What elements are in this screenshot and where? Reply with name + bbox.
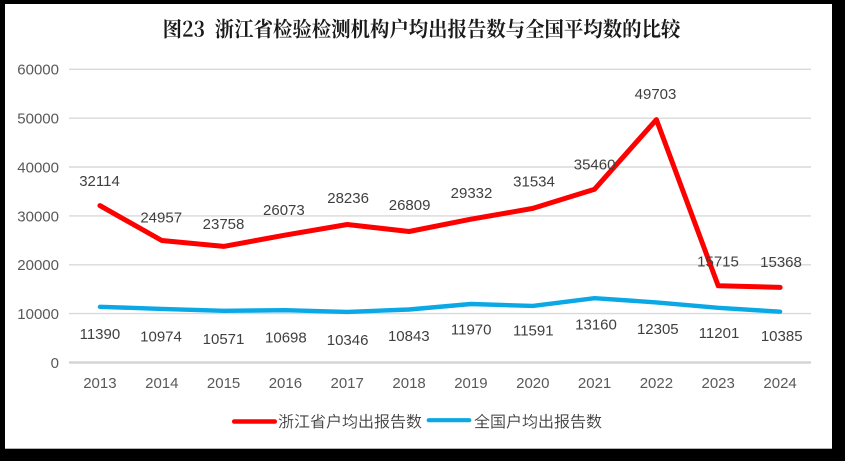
- svg-text:2024: 2024: [763, 375, 796, 392]
- svg-text:15368: 15368: [760, 254, 802, 271]
- svg-text:10385: 10385: [761, 328, 803, 345]
- svg-text:13160: 13160: [575, 317, 617, 334]
- svg-text:10974: 10974: [140, 329, 182, 346]
- svg-text:2014: 2014: [145, 375, 178, 392]
- svg-text:0: 0: [51, 355, 59, 372]
- svg-text:2020: 2020: [516, 375, 549, 392]
- svg-text:11201: 11201: [699, 325, 740, 342]
- svg-text:40000: 40000: [17, 160, 59, 177]
- svg-text:23758: 23758: [203, 216, 245, 233]
- svg-text:2018: 2018: [392, 375, 425, 392]
- svg-text:30000: 30000: [17, 208, 59, 225]
- svg-text:11390: 11390: [80, 326, 121, 343]
- svg-text:26073: 26073: [263, 202, 305, 219]
- svg-text:2021: 2021: [578, 375, 611, 392]
- svg-text:2023: 2023: [702, 375, 735, 392]
- svg-text:24957: 24957: [140, 209, 182, 226]
- svg-text:10843: 10843: [388, 328, 430, 345]
- svg-text:2013: 2013: [83, 375, 116, 392]
- svg-text:31534: 31534: [513, 173, 555, 190]
- svg-text:35460: 35460: [574, 157, 616, 174]
- svg-text:15715: 15715: [697, 253, 739, 270]
- svg-text:26809: 26809: [389, 197, 431, 214]
- svg-text:60000: 60000: [17, 62, 59, 79]
- svg-text:32114: 32114: [79, 173, 120, 190]
- svg-text:49703: 49703: [635, 86, 677, 103]
- svg-text:20000: 20000: [17, 257, 59, 274]
- svg-text:50000: 50000: [17, 111, 59, 128]
- svg-text:2015: 2015: [207, 375, 240, 392]
- svg-text:2017: 2017: [331, 375, 364, 392]
- svg-text:12305: 12305: [637, 321, 679, 338]
- svg-text:11591: 11591: [513, 322, 554, 339]
- svg-text:11970: 11970: [451, 322, 492, 339]
- svg-text:29332: 29332: [451, 185, 493, 202]
- svg-text:2022: 2022: [640, 375, 673, 392]
- svg-text:10571: 10571: [203, 331, 245, 348]
- svg-text:28236: 28236: [327, 190, 369, 207]
- svg-text:10698: 10698: [265, 330, 307, 347]
- svg-text:2016: 2016: [269, 375, 302, 392]
- svg-text:2019: 2019: [454, 375, 487, 392]
- svg-text:10346: 10346: [327, 332, 369, 349]
- svg-text:10000: 10000: [17, 306, 59, 323]
